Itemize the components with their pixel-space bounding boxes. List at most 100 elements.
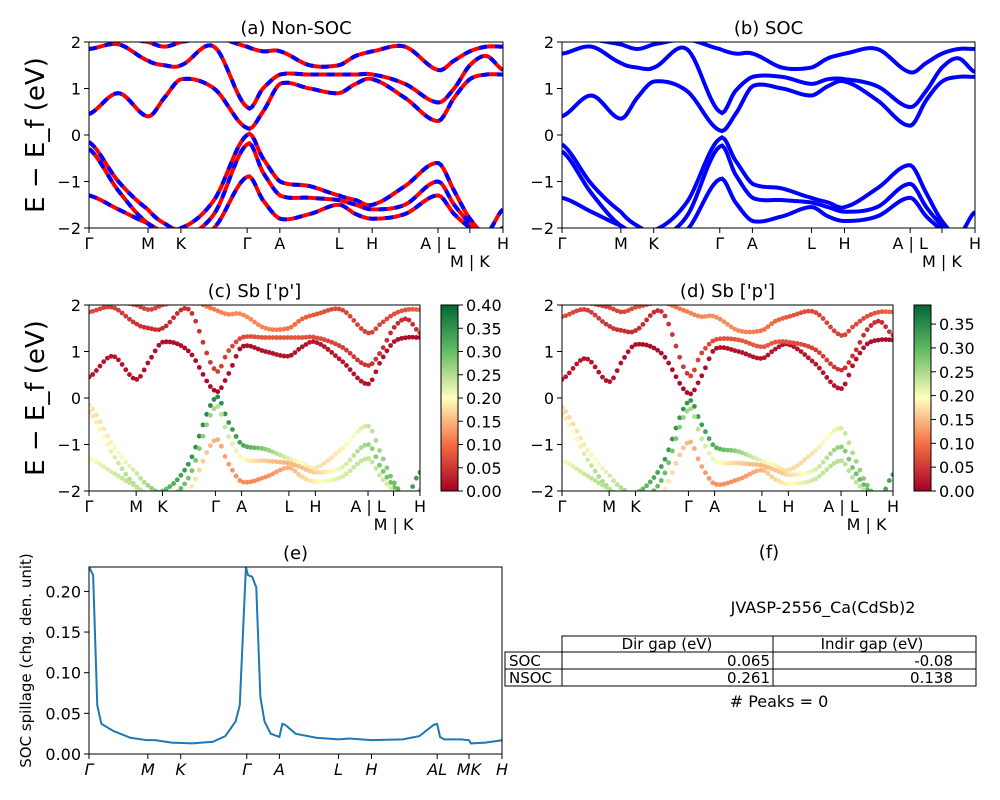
projected-point xyxy=(171,315,176,321)
projected-point xyxy=(589,309,594,315)
projected-point xyxy=(145,482,151,488)
projected-point xyxy=(248,343,254,349)
y-tick-label: −2 xyxy=(57,219,81,238)
projected-point xyxy=(703,470,708,476)
projected-point xyxy=(112,354,118,360)
projected-point xyxy=(857,483,863,489)
projected-point xyxy=(340,445,346,451)
projected-point xyxy=(233,353,239,359)
projected-point xyxy=(417,470,420,475)
projected-point xyxy=(307,339,313,345)
projected-point xyxy=(215,308,221,314)
projected-point xyxy=(93,459,99,465)
projected-point xyxy=(369,428,375,434)
projected-point xyxy=(669,332,675,337)
projected-point xyxy=(97,419,103,424)
colorbar-tick-label: 0.15 xyxy=(939,410,975,429)
projected-point xyxy=(178,343,184,348)
projected-point xyxy=(607,379,613,385)
x-tick-label: H xyxy=(366,234,378,253)
projected-point xyxy=(255,445,261,451)
projected-point xyxy=(384,481,390,487)
y-tick-label: −1 xyxy=(530,436,554,455)
projected-point xyxy=(255,346,261,352)
x-tick-label: A | L xyxy=(420,234,456,253)
projected-point xyxy=(872,310,878,316)
projected-point xyxy=(263,349,268,354)
projected-point xyxy=(677,415,683,421)
x-tick-label: L xyxy=(757,497,766,516)
projected-point xyxy=(695,313,701,319)
projected-point xyxy=(776,478,782,484)
projected-point xyxy=(570,365,576,371)
colorbar xyxy=(913,304,932,492)
projected-point xyxy=(336,448,342,454)
peaks-count: # Peaks = 0 xyxy=(730,692,829,711)
projected-point xyxy=(310,339,316,344)
projected-point xyxy=(765,470,771,476)
projected-point xyxy=(842,381,848,387)
projected-point xyxy=(846,360,852,365)
projected-point xyxy=(794,463,800,468)
projected-point xyxy=(787,472,793,478)
colorbar-tick-label: 0.30 xyxy=(466,343,502,362)
projected-point xyxy=(684,370,690,376)
band-line xyxy=(89,140,503,228)
projected-point xyxy=(824,357,830,363)
projected-point xyxy=(310,465,316,471)
projected-point xyxy=(207,359,213,365)
projected-point xyxy=(285,326,290,331)
colorbar-tick-label: 0.20 xyxy=(939,387,975,406)
projected-point xyxy=(794,472,800,477)
projected-point xyxy=(244,458,250,463)
projected-point xyxy=(677,452,683,458)
projected-point xyxy=(244,343,250,349)
projected-point xyxy=(706,436,712,442)
projected-point xyxy=(783,339,789,345)
colorbar-tick-label: 0.35 xyxy=(939,315,975,334)
projected-point xyxy=(174,477,180,483)
x-tick-label: M | K xyxy=(374,515,414,534)
projected-point xyxy=(673,374,679,380)
projected-point xyxy=(127,476,132,482)
projected-point xyxy=(130,482,136,488)
projected-point xyxy=(658,464,664,469)
projected-point xyxy=(839,386,844,392)
panel-title: (c) Sb ['p'] xyxy=(208,281,302,302)
projected-point xyxy=(358,326,364,331)
projected-point xyxy=(237,454,243,459)
projected-point xyxy=(883,486,889,491)
projected-point xyxy=(292,458,298,464)
projected-point xyxy=(625,329,631,335)
projected-point xyxy=(303,466,309,472)
projected-point xyxy=(211,438,217,444)
y-tick-label: 1 xyxy=(544,80,554,99)
projected-point xyxy=(743,461,749,467)
projected-point xyxy=(185,461,191,467)
projected-point xyxy=(570,310,576,315)
projected-point xyxy=(318,341,324,347)
projected-point xyxy=(182,493,187,498)
projected-point xyxy=(798,471,804,477)
projected-point xyxy=(761,344,767,350)
x-tick-label: Γ xyxy=(85,760,95,779)
projected-point xyxy=(296,464,302,469)
projected-point xyxy=(633,328,638,333)
projected-point xyxy=(156,327,162,333)
projected-point xyxy=(333,451,338,457)
projected-point xyxy=(285,455,290,461)
projected-point xyxy=(266,473,272,479)
projected-point xyxy=(130,319,136,325)
projected-point xyxy=(824,375,830,380)
projected-point xyxy=(384,316,390,322)
x-tick-label: A | L xyxy=(823,497,859,516)
projected-point xyxy=(277,335,283,340)
projected-point xyxy=(373,454,379,460)
projected-point xyxy=(695,456,701,462)
projected-point xyxy=(581,451,587,457)
projected-point xyxy=(776,465,782,470)
projected-point xyxy=(565,305,567,306)
projected-point xyxy=(207,412,213,418)
colorbar-tick-label: 0.35 xyxy=(466,319,502,338)
projected-point xyxy=(607,486,613,491)
